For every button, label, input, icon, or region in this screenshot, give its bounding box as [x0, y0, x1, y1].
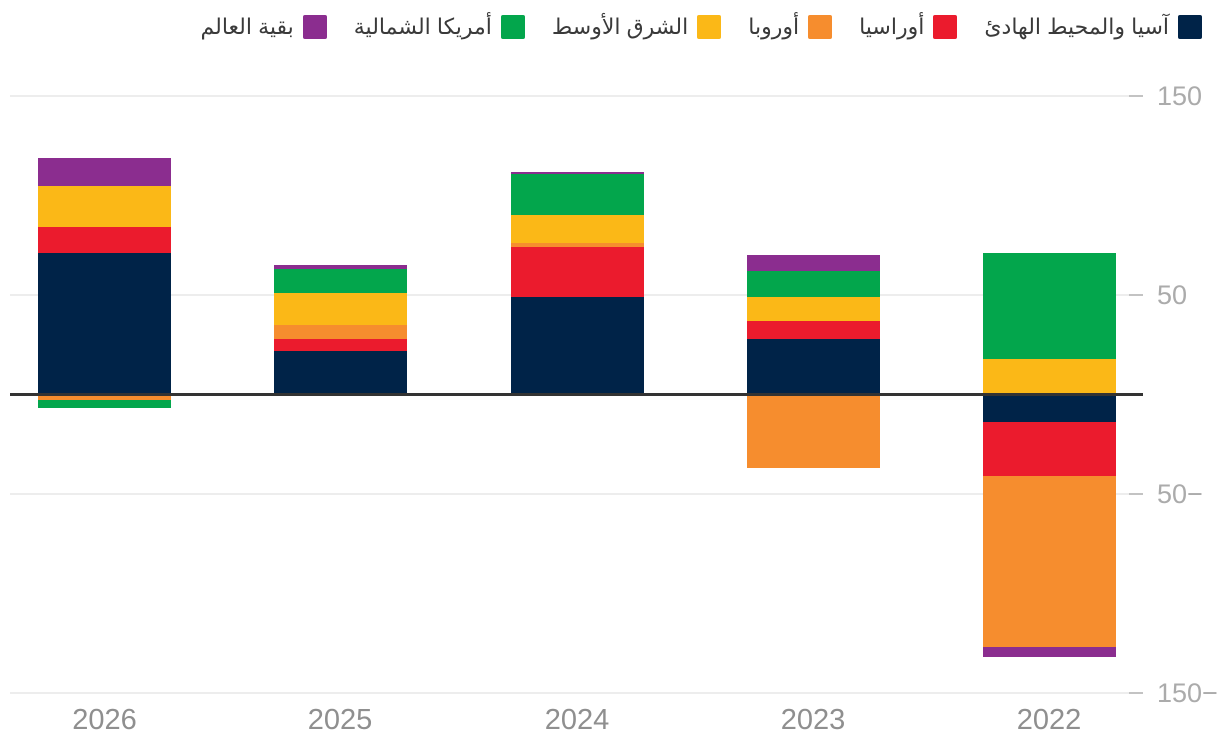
bar-segment-2026-series-4[interactable]: [38, 400, 171, 409]
gridline: [10, 95, 1129, 97]
legend-label: أوروبا: [748, 14, 800, 39]
x-tick-label-2024: 2024: [544, 704, 610, 736]
legend-item-4[interactable]: أمريكا الشمالية: [354, 15, 525, 39]
bar-segment-2026-series-2[interactable]: [38, 394, 171, 401]
legend-swatch-icon: [1178, 15, 1202, 39]
y-tick: [1129, 95, 1143, 97]
legend-swatch-icon: [933, 15, 958, 39]
bar-segment-2024-series-5[interactable]: [510, 171, 644, 174]
legend-label: آسيا والمحيط الهادئ: [984, 14, 1169, 39]
bar-segment-2026-series-1[interactable]: [38, 227, 171, 254]
bar-segment-2022-series-0[interactable]: [982, 394, 1116, 423]
bar-segment-2023-series-2[interactable]: [746, 394, 880, 469]
bar-segment-2022-series-1[interactable]: [982, 422, 1116, 477]
gridline: [10, 493, 1129, 495]
legend-item-3[interactable]: الشرق الأوسط: [551, 14, 722, 39]
x-tick-label-2022: 2022: [1016, 704, 1082, 736]
legend-label: الشرق الأوسط: [551, 14, 689, 39]
x-tick-label-2026: 2026: [72, 704, 137, 736]
legend: آسيا والمحيط الهادئ أوراسيا أوروبا الشرق ال…: [0, 12, 1202, 42]
y-tick-label: 150−: [1157, 678, 1218, 708]
bar-segment-2022-series-5[interactable]: [982, 647, 1116, 658]
legend-label: أوراسيا: [859, 14, 925, 39]
gridline: [10, 692, 1129, 694]
bar-segment-2022-series-2[interactable]: [982, 476, 1116, 648]
legend-item-5[interactable]: بقية العالم: [200, 14, 327, 39]
bar-segment-2023-series-3[interactable]: [746, 296, 880, 321]
y-tick-label: 50: [1157, 280, 1188, 310]
y-tick-label: 50−: [1157, 479, 1203, 509]
bar-segment-2023-series-0[interactable]: [746, 338, 880, 395]
bar-segment-2024-series-3[interactable]: [510, 215, 644, 244]
legend-item-0[interactable]: آسيا والمحيط الهادئ: [984, 15, 1202, 39]
bar-segment-2023-series-5[interactable]: [746, 255, 880, 272]
bar-segment-2026-series-3[interactable]: [38, 185, 171, 228]
bar-segment-2023-series-4[interactable]: [746, 271, 880, 297]
bar-segment-2023-series-1[interactable]: [746, 320, 880, 339]
bar-segment-2024-series-4[interactable]: [510, 173, 644, 216]
y-tick: [1129, 493, 1143, 495]
bar-segment-2026-series-0[interactable]: [38, 253, 171, 395]
bar-segment-2022-series-4[interactable]: [982, 253, 1116, 359]
legend-swatch-icon: [500, 15, 525, 39]
y-tick-label: 150: [1157, 81, 1203, 111]
y-tick: [1129, 294, 1143, 296]
x-tick-label-2025: 2025: [307, 704, 373, 736]
legend-swatch-icon: [697, 15, 722, 39]
bar-segment-2025-series-5[interactable]: [273, 265, 407, 270]
bar-segment-2024-series-2[interactable]: [510, 243, 644, 248]
legend-item-1[interactable]: أوراسيا: [859, 14, 958, 39]
bar-segment-2024-series-1[interactable]: [510, 247, 644, 297]
bar-segment-2025-series-0[interactable]: [273, 350, 407, 395]
legend-swatch-icon: [302, 15, 327, 39]
bar-segment-2024-series-0[interactable]: [510, 296, 644, 395]
zero-axis-line: [10, 393, 1143, 396]
bar-segment-2025-series-4[interactable]: [273, 269, 407, 293]
legend-item-2[interactable]: أوروبا: [748, 14, 833, 39]
bar-segment-2025-series-2[interactable]: [273, 324, 407, 339]
bar-segment-2022-series-3[interactable]: [982, 358, 1116, 395]
legend-swatch-icon: [808, 15, 833, 39]
bar-segment-2025-series-3[interactable]: [273, 293, 407, 325]
legend-label: بقية العالم: [200, 14, 294, 39]
x-tick-label-2023: 2023: [780, 704, 846, 736]
bar-segment-2026-series-5[interactable]: [38, 157, 171, 186]
bar-segment-2025-series-1[interactable]: [273, 338, 407, 351]
y-tick: [1129, 692, 1143, 694]
legend-label: أمريكا الشمالية: [353, 14, 492, 39]
